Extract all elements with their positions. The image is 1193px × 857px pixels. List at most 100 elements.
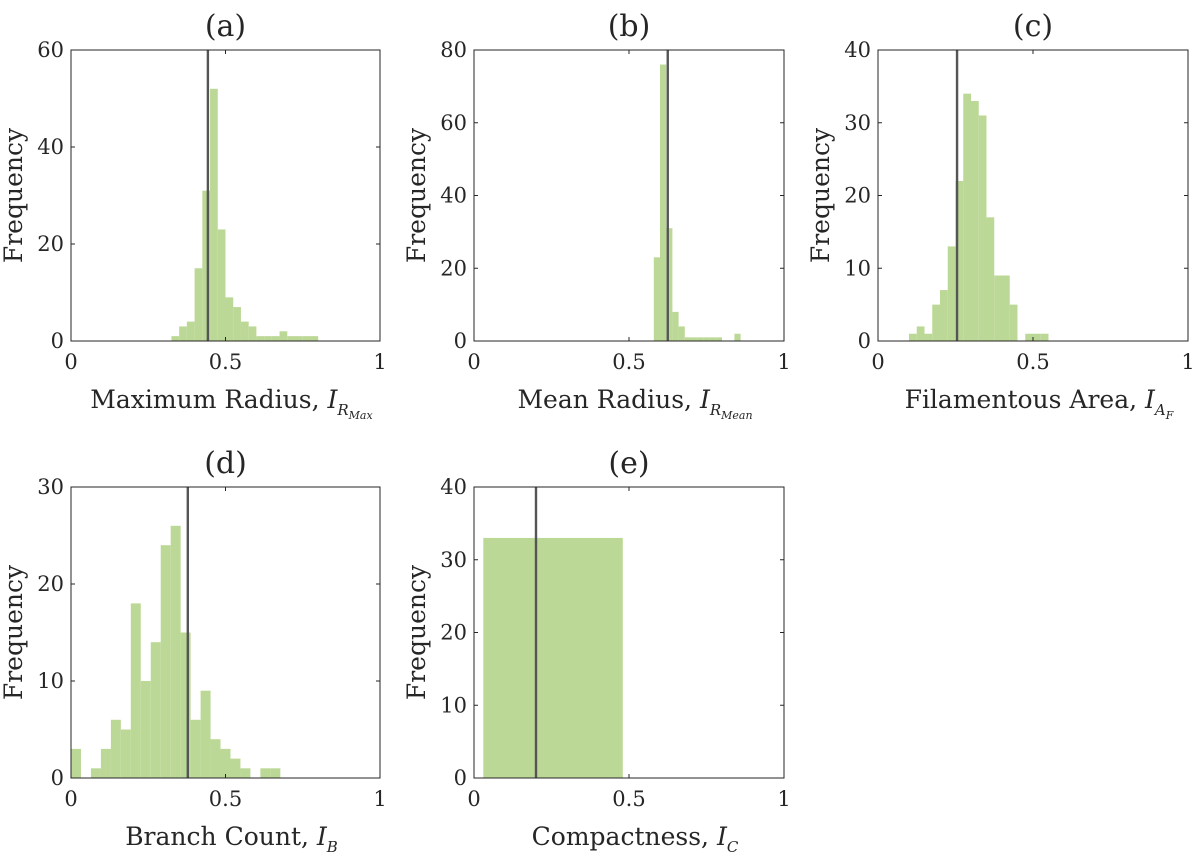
x-axis-label-subsubscript: Mean — [720, 409, 752, 422]
y-tick-label: 20 — [440, 621, 467, 645]
x-tick-label: 0.5 — [612, 787, 645, 811]
x-axis-label-symbol: I — [326, 385, 338, 414]
x-tick-label: 0.5 — [209, 787, 242, 811]
histogram-bar — [264, 336, 272, 341]
y-tick-label: 60 — [440, 111, 467, 135]
x-axis-label-text: Filamentous Area, — [905, 385, 1145, 414]
y-tick-label: 0 — [51, 766, 64, 790]
y-tick-label: 40 — [37, 135, 64, 159]
histogram-bar — [971, 100, 979, 341]
histogram-bar — [909, 333, 917, 341]
histogram-bar — [295, 336, 303, 341]
histogram-bar — [994, 275, 1002, 341]
x-tick-label: 0 — [467, 350, 480, 374]
x-tick-label: 0 — [871, 350, 884, 374]
y-tick-label: 30 — [440, 548, 467, 572]
histogram-bar — [1025, 333, 1033, 341]
histogram-bar — [248, 326, 257, 341]
histogram-bar — [225, 297, 234, 341]
x-tick-label: 1 — [373, 787, 386, 811]
x-axis-label-symbol: I — [316, 822, 328, 851]
x-tick-label: 0 — [64, 350, 77, 374]
chart-title: (e) — [608, 446, 649, 481]
histogram-bar — [217, 229, 226, 341]
y-tick-label: 0 — [454, 766, 467, 790]
y-axis-label: Frequency — [806, 127, 835, 263]
y-axis-label: Frequency — [0, 564, 28, 700]
x-axis-label-text: Maximum Radius, — [90, 385, 327, 414]
histogram-bar — [256, 336, 265, 341]
chart-title: (b) — [608, 9, 651, 44]
x-axis-label-subscript: R — [709, 401, 721, 419]
histogram-bar — [691, 337, 698, 341]
histogram-bar — [1009, 304, 1018, 341]
histogram-bar — [678, 326, 685, 341]
y-tick-label: 0 — [858, 329, 871, 353]
histogram-bar — [709, 337, 716, 341]
histogram-bar — [140, 681, 151, 778]
histogram-bar — [120, 729, 131, 778]
y-axis-label: Frequency — [402, 127, 431, 263]
y-tick-label: 10 — [440, 693, 467, 717]
x-axis-label-symbol: I — [1144, 385, 1156, 414]
histogram-bar — [734, 333, 741, 341]
histogram-bar — [271, 336, 280, 341]
histogram-bar — [270, 768, 281, 778]
histogram-bar — [180, 632, 191, 778]
histogram-bar — [955, 180, 964, 341]
histogram-bar — [202, 190, 211, 341]
histogram-bar — [186, 321, 195, 341]
y-tick-label: 0 — [454, 329, 467, 353]
histogram-bar — [220, 748, 231, 778]
x-tick-label: 1 — [373, 350, 386, 374]
x-axis-label-subsubscript: F — [1165, 409, 1174, 422]
histogram-bar — [924, 333, 933, 341]
x-axis-label: Branch Count, IB — [125, 822, 338, 852]
histogram-bar — [287, 336, 296, 341]
y-tick-label: 60 — [37, 38, 64, 62]
histogram-bar — [179, 326, 187, 341]
histogram-bar — [210, 88, 218, 341]
x-axis-label: Maximum Radius, IRMax — [90, 385, 373, 422]
y-tick-label: 80 — [440, 38, 467, 62]
y-tick-label: 40 — [844, 38, 871, 62]
histogram-bar — [200, 690, 211, 778]
y-tick-label: 10 — [844, 256, 871, 280]
chart-title: (d) — [204, 446, 247, 481]
y-axis-label: Frequency — [402, 564, 431, 700]
y-tick-label: 40 — [440, 475, 467, 499]
x-axis-label-text: Mean Radius, — [517, 385, 699, 414]
histogram-bar — [1033, 333, 1041, 341]
x-axis-label-subsubscript: Max — [348, 409, 374, 422]
histogram-bar — [90, 768, 101, 778]
histogram-bar — [660, 64, 667, 342]
x-axis-label-subscript: B — [326, 838, 338, 852]
x-axis-label: Filamentous Area, IAF — [905, 385, 1174, 422]
histogram-bar — [947, 246, 956, 341]
x-axis-label-subscript: A — [1153, 401, 1166, 419]
histogram-bar — [230, 758, 241, 778]
axes-frame — [473, 49, 785, 342]
chart-panel-2: 0 0.5 1 0 20 40 60 80 (b) Frequency Mean Radius, I… — [402, 9, 791, 422]
x-tick-label: 0 — [467, 787, 480, 811]
x-tick-label: 0.5 — [1016, 350, 1049, 374]
histogram-bar — [986, 217, 995, 341]
x-axis-label-subscript: R — [336, 401, 348, 419]
histogram-bar — [160, 545, 171, 778]
x-tick-label: 0 — [64, 787, 77, 811]
histogram-bar — [170, 525, 181, 778]
x-tick-label: 0.5 — [612, 350, 645, 374]
histogram-bar — [171, 336, 180, 341]
histogram-bar — [483, 537, 623, 778]
chart-title: (c) — [1013, 9, 1053, 44]
histogram-bar — [100, 748, 111, 778]
histogram-bar — [150, 642, 161, 778]
histogram-bar — [963, 93, 971, 342]
x-axis-label-text: Compactness, — [532, 822, 717, 851]
histogram-bar — [653, 257, 660, 341]
